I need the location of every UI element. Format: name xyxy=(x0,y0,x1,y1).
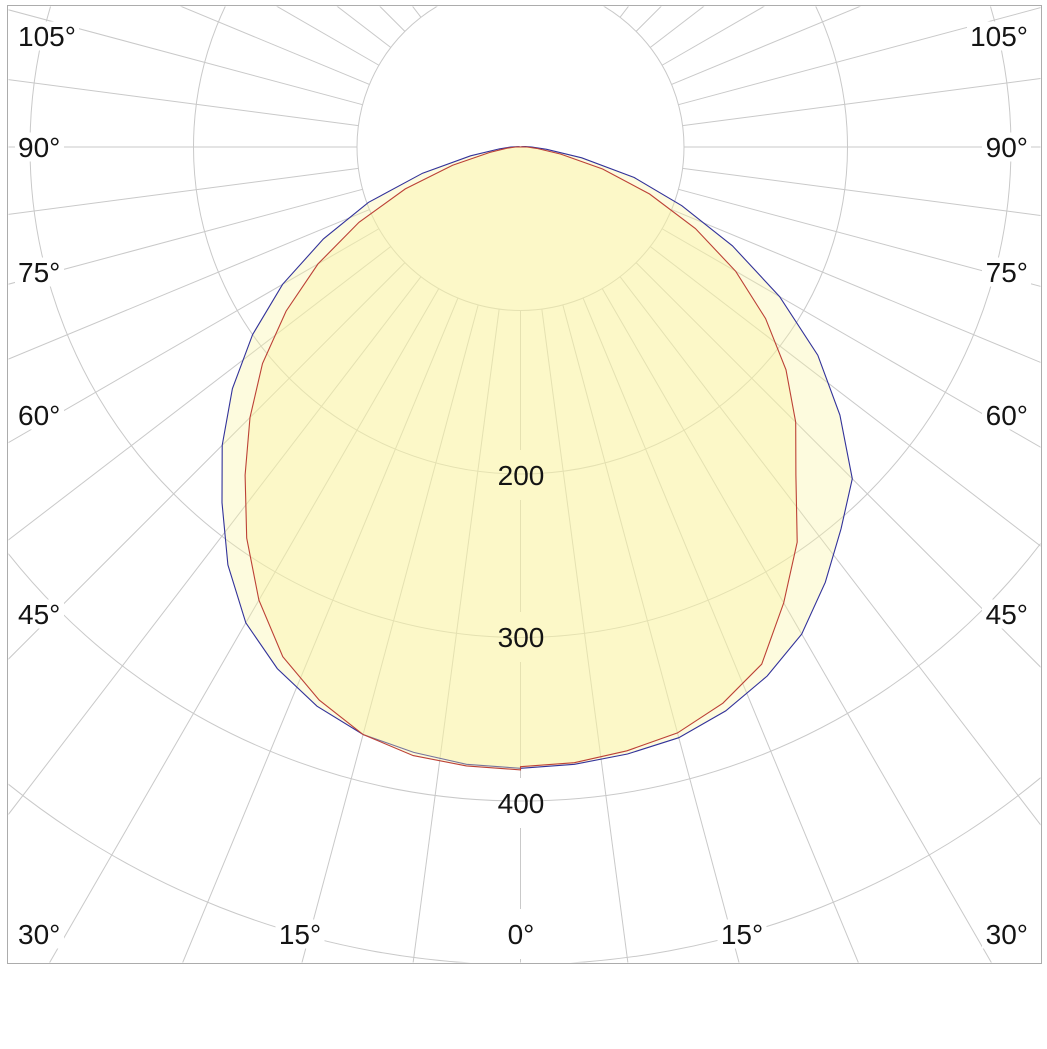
radial-ring xyxy=(356,6,685,311)
angle-spoke xyxy=(8,79,359,127)
angle-label-left: 60° xyxy=(18,400,60,431)
angle-label-right-bg xyxy=(982,257,1031,287)
legend-area: cd/klm η = 100% C0 - C180 C90 - C270 xyxy=(0,964,1047,1049)
angle-label-left: 105° xyxy=(18,21,76,52)
angle-spoke xyxy=(8,262,406,660)
angle-label-right: 105° xyxy=(970,21,1028,52)
angle-spoke xyxy=(8,228,380,444)
angle-label-right-bg xyxy=(967,21,1031,51)
angle-spoke xyxy=(49,288,440,963)
angle-spoke xyxy=(601,288,992,963)
angle-spoke xyxy=(678,7,1041,106)
angle-label-right: 90° xyxy=(986,132,1028,163)
radial-ring xyxy=(8,542,1041,802)
angle-spoke xyxy=(602,0,1047,5)
angle-spoke xyxy=(179,6,370,85)
ring-value-label: 200 xyxy=(498,460,545,491)
angle-spoke xyxy=(541,309,629,963)
plot-labels: 105° 90° 75° 60° 45° 30° 105° 90° 75° 60° 45° 30° 15… xyxy=(15,21,1031,950)
angle-label-left-bg xyxy=(15,919,64,949)
angle-label-bottom-bg xyxy=(504,919,538,949)
angle-spoke xyxy=(182,297,459,963)
curve-c0-c180 xyxy=(244,146,798,771)
angle-spoke xyxy=(635,262,1041,668)
angle-label-bottom: 15° xyxy=(279,919,321,950)
radial-ring xyxy=(193,6,848,475)
angle-label-right-bg xyxy=(982,132,1031,162)
angle-spoke xyxy=(562,304,740,963)
angle-spoke xyxy=(412,309,500,963)
angle-label-left: 90° xyxy=(18,132,60,163)
angle-spoke xyxy=(661,228,1041,448)
angle-label-right-bg xyxy=(982,599,1031,629)
angle-spoke xyxy=(582,297,859,963)
angle-label-right: 75° xyxy=(986,257,1028,288)
angle-label-bottom-bg xyxy=(717,919,767,949)
angle-spoke xyxy=(8,246,392,541)
angle-spoke xyxy=(682,78,1041,127)
angle-spoke xyxy=(8,209,370,360)
angle-label-left: 30° xyxy=(18,919,60,950)
angle-label-left: 45° xyxy=(18,599,60,630)
angle-label-right-bg xyxy=(982,400,1031,430)
angle-label-left-bg xyxy=(15,400,64,430)
angle-spoke xyxy=(678,188,1041,287)
angle-label-left-bg xyxy=(15,132,64,162)
angle-label-right-bg xyxy=(982,919,1031,949)
angle-label-bottom: 0° xyxy=(508,919,535,950)
angle-spoke xyxy=(619,276,1041,826)
angle-spoke xyxy=(0,0,439,5)
angle-spoke xyxy=(619,6,629,18)
angle-spoke xyxy=(8,276,422,816)
angle-label-left-bg xyxy=(15,599,64,629)
angle-spoke xyxy=(649,246,1041,547)
plot-frame xyxy=(7,5,1042,964)
angle-label-right: 30° xyxy=(986,919,1028,950)
angle-label-left-bg xyxy=(15,21,79,51)
angle-label-bottom-bg xyxy=(275,919,325,949)
angle-label-left-bg xyxy=(15,257,64,287)
angle-label-right: 45° xyxy=(986,599,1028,630)
angle-spoke xyxy=(412,6,422,18)
intensity-curves xyxy=(221,146,853,771)
angle-label-bottom: 15° xyxy=(721,919,763,950)
ring-value-label: 400 xyxy=(498,788,545,819)
angle-label-right: 60° xyxy=(986,400,1028,431)
angle-spoke xyxy=(8,188,363,285)
ring-value-label: 300 xyxy=(498,622,545,653)
angle-spoke xyxy=(682,167,1041,216)
angle-label-left: 75° xyxy=(18,257,60,288)
angle-spoke xyxy=(301,304,479,963)
angle-spoke xyxy=(8,167,359,215)
angle-spoke xyxy=(671,209,1041,363)
angle-spoke xyxy=(8,9,363,106)
angle-spoke xyxy=(671,6,862,85)
